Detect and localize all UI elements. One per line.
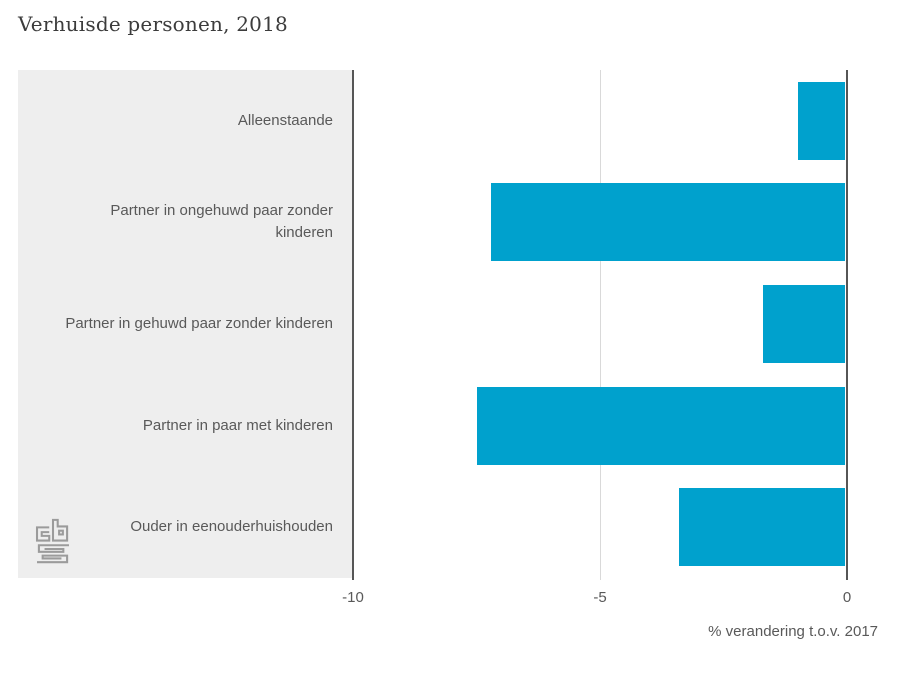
cbs-logo-c: [35, 526, 51, 542]
bar-0: [797, 81, 845, 160]
bar-1: [491, 183, 845, 262]
category-labels: Alleenstaande Partner in ongehuwd paar zo…: [18, 70, 353, 578]
category-label: Alleenstaande: [237, 111, 333, 129]
cbs-logo-s-bottom: [37, 554, 69, 564]
cbs-logo-b-hole: [58, 529, 64, 536]
chart-title: Verhuisde personen, 2018: [18, 12, 288, 36]
cbs-logo-b: [51, 518, 69, 542]
x-axis-ticks: -10 -5 0: [342, 589, 851, 609]
bar-3: [476, 386, 845, 465]
category-label: Partner in gehuwd paar zonder kinderen: [65, 314, 333, 332]
bar-4: [679, 488, 845, 567]
cbs-logo: [35, 518, 69, 564]
axis-line: [351, 70, 355, 580]
x-axis-label: % verandering t.o.v. 2017: [708, 623, 878, 640]
plot-area: [351, 70, 849, 580]
x-tick-label: -10: [342, 589, 364, 606]
category-label-panel: Alleenstaande Partner in ongehuwd paar zo…: [18, 70, 353, 578]
x-tick-label: 0: [842, 589, 852, 606]
category-label: Partner in paar met kinderen: [142, 416, 333, 434]
axis-line: [845, 70, 849, 580]
x-tick-label: -5: [593, 589, 607, 606]
gridline: [599, 70, 601, 580]
category-label: Ouder in eenouderhuishouden: [130, 518, 333, 536]
category-label: Partner in ongehuwd paar zonder kinderen: [110, 202, 333, 242]
cbs-logo-s-top: [37, 544, 69, 553]
bar-2: [763, 285, 845, 363]
